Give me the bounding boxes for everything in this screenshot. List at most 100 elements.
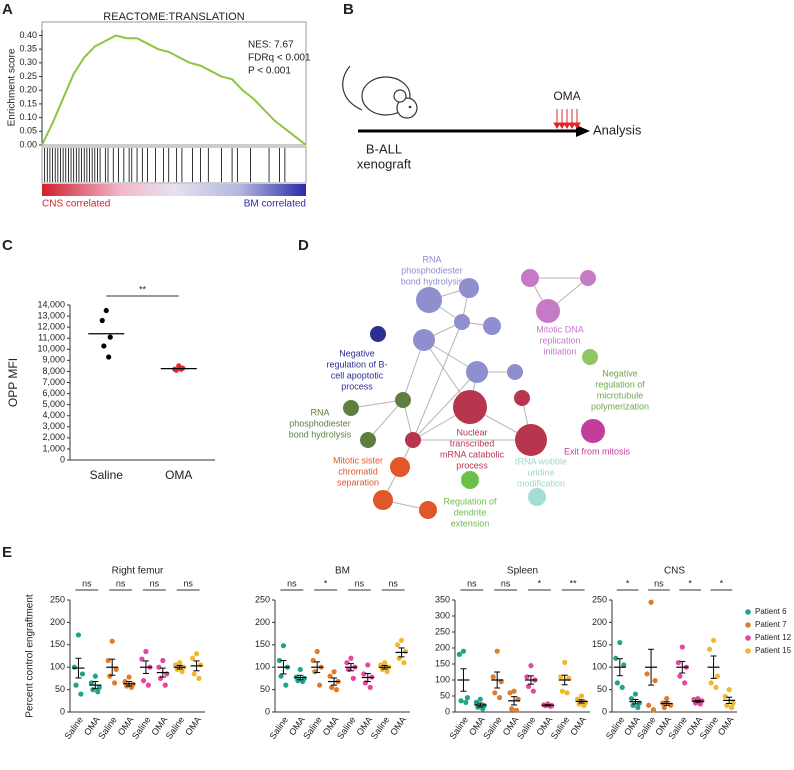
data-point (126, 674, 132, 680)
node (373, 490, 393, 510)
data-point (113, 666, 119, 673)
mouse-eye (408, 105, 412, 109)
data-point (278, 673, 284, 679)
data-point (728, 704, 735, 711)
data-point (297, 666, 303, 673)
data-point (101, 343, 107, 349)
data-point (75, 632, 82, 638)
y-tick-label: 200 (255, 617, 270, 627)
node (461, 471, 479, 489)
label-line: regulation of (595, 379, 645, 389)
node (466, 361, 488, 383)
data-point (576, 701, 582, 707)
legend-label: Patient 6 (755, 607, 787, 616)
panel-title: CNS (664, 566, 685, 577)
start-label: B-ALL (366, 141, 402, 156)
significance-label: ns (116, 578, 126, 588)
y-tick-label: 150 (255, 639, 270, 649)
data-point (456, 651, 463, 658)
data-point (714, 673, 721, 679)
label-line: uridine (527, 467, 554, 477)
gradient-label: BM correlated (244, 199, 306, 210)
y-tick-label: 14,000 (37, 299, 65, 309)
data-point (708, 680, 714, 686)
dose-arrows (553, 109, 581, 129)
data-point (578, 693, 585, 699)
label-line: separation (337, 477, 379, 487)
data-point (173, 662, 179, 668)
edge (412, 321, 463, 441)
significance-label: ** (139, 284, 147, 294)
data-point (122, 678, 128, 685)
panel-label: D (298, 237, 309, 254)
data-point (726, 687, 732, 693)
annotation: FDRq < 0.001 (248, 53, 311, 64)
x-tick-label: Saline (267, 715, 290, 741)
label-line: phosphodiester (289, 418, 351, 428)
data-point (99, 317, 105, 324)
panel-title: Right femur (112, 566, 164, 577)
legend-label: Patient 7 (755, 620, 787, 629)
label-line: Regulation of (443, 496, 497, 506)
arrow-head (576, 125, 590, 137)
significance-label: ns (287, 578, 297, 588)
end-label: Analysis (593, 122, 642, 137)
x-tick-label: Saline (96, 715, 119, 741)
data-point (648, 599, 654, 605)
node (413, 329, 435, 351)
mouse-ear (393, 89, 407, 103)
label-line: polymerization (591, 401, 649, 411)
y-tick-label: 100 (592, 662, 607, 672)
label-line: Mitotic DNA (536, 324, 584, 334)
data-point (95, 689, 101, 695)
y-tick-label: 300 (435, 610, 450, 620)
data-point (614, 680, 621, 686)
data-point (348, 655, 354, 661)
x-tick-label: Saline (130, 715, 153, 741)
node (454, 314, 470, 330)
data-point (463, 699, 469, 706)
y-tick-label: 12,000 (37, 322, 65, 332)
node (483, 317, 501, 335)
data-point (706, 646, 713, 652)
gradient-label: CNS correlated (42, 199, 110, 210)
data-point (398, 637, 405, 643)
y-tick-label: 0.20 (19, 85, 37, 95)
label-line: bond hydrolysis (401, 276, 464, 286)
mouse-tail (342, 65, 363, 111)
data-point (492, 690, 498, 696)
y-tick-label: 10,000 (37, 344, 65, 354)
label-line: dendrite (454, 507, 487, 517)
data-point (530, 688, 536, 694)
node-label: RNA phosphodiester bond hydrolysis (401, 254, 464, 286)
data-point (329, 684, 335, 690)
data-point (193, 651, 200, 657)
data-point (679, 644, 685, 650)
hit-frame (41, 146, 307, 184)
significance-label: * (324, 578, 328, 588)
data-point (617, 639, 623, 646)
data-point (111, 680, 118, 686)
data-point (106, 354, 112, 360)
data-point (331, 669, 337, 675)
label-line: RNA (422, 254, 441, 264)
x-tick-label: Saline (604, 715, 627, 741)
data-point (677, 673, 683, 679)
data-point (490, 674, 496, 680)
data-point (365, 662, 371, 668)
x-tick-label: Saline (335, 715, 358, 741)
x-tick-label: Saline (515, 715, 538, 741)
panel-label: E (2, 544, 12, 561)
node (459, 278, 479, 298)
data-point (664, 695, 670, 702)
label-line: replication (539, 335, 580, 345)
data-point (316, 682, 323, 688)
significance-label: ns (467, 578, 477, 588)
data-point (496, 695, 503, 701)
significance-label: ns (501, 578, 511, 588)
data-point (722, 693, 728, 699)
y-tick-label: 0 (445, 706, 450, 716)
y-tick-label: 0.35 (19, 44, 37, 54)
significance-label: ns (150, 578, 160, 588)
panel-label: B (343, 1, 354, 18)
